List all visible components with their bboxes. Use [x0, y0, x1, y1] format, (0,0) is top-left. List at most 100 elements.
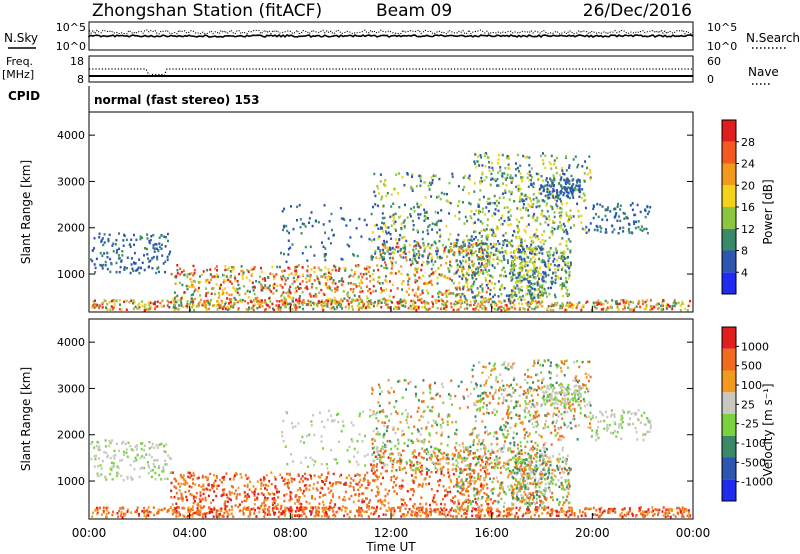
range-cell: [428, 252, 431, 256]
range-cell: [480, 269, 483, 272]
range-cell: [668, 511, 671, 515]
range-cell: [328, 220, 331, 223]
range-cell: [437, 267, 440, 270]
range-cell: [121, 250, 124, 253]
range-cell: [491, 281, 494, 285]
range-cell: [403, 466, 406, 470]
range-cell: [478, 490, 481, 494]
range-cell: [571, 186, 574, 189]
range-cell: [330, 276, 333, 280]
range-cell: [395, 245, 398, 249]
range-cell: [324, 272, 327, 276]
range-cell: [430, 176, 433, 179]
range-cell: [305, 483, 308, 487]
range-cell: [424, 306, 426, 309]
range-cell: [368, 266, 371, 269]
range-cell: [327, 472, 330, 475]
range-cell: [181, 499, 184, 503]
range-cell: [400, 515, 403, 518]
range-cell: [510, 289, 513, 292]
range-cell: [561, 237, 564, 240]
range-cell: [485, 176, 488, 179]
range-cell: [176, 272, 179, 275]
range-cell: [575, 184, 578, 187]
range-cell: [154, 307, 157, 311]
range-cell: [352, 287, 355, 291]
range-cell: [455, 510, 457, 513]
range-cell: [126, 266, 128, 270]
range-cell: [624, 306, 626, 310]
range-cell: [368, 300, 370, 303]
range-cell: [397, 452, 400, 455]
range-cell: [479, 189, 482, 192]
range-cell: [378, 276, 381, 279]
range-cell: [428, 188, 431, 191]
range-cell: [532, 299, 535, 303]
range-cell: [169, 250, 172, 253]
range-cell: [390, 193, 393, 196]
range-cell: [563, 173, 566, 176]
range-cell: [287, 294, 290, 297]
range-cell: [221, 288, 224, 292]
range-cell: [294, 267, 297, 270]
range-cell: [424, 181, 427, 184]
range-cell: [583, 228, 586, 231]
range-cell: [512, 301, 514, 304]
range-cell: [427, 308, 429, 311]
range-cell: [477, 209, 480, 212]
range-cell: [500, 309, 503, 312]
range-cell: [506, 515, 509, 518]
range-cell: [263, 498, 266, 502]
range-cell: [440, 467, 443, 471]
range-cell: [530, 248, 533, 252]
range-cell: [450, 246, 452, 249]
range-cell: [473, 299, 476, 303]
range-cell: [358, 295, 361, 298]
range-cell: [461, 269, 463, 273]
range-cell: [467, 268, 470, 271]
range-cell: [434, 500, 437, 504]
range-cell: [358, 513, 361, 517]
range-cell: [400, 272, 403, 276]
range-cell: [501, 153, 504, 157]
range-cell: [628, 308, 631, 311]
range-cell: [281, 512, 284, 516]
range-cell: [154, 300, 157, 304]
range-cell: [531, 203, 533, 207]
range-cell: [550, 154, 553, 158]
range-cell: [191, 515, 194, 518]
range-cell: [597, 515, 600, 519]
range-cell: [275, 304, 278, 307]
range-cell: [568, 274, 571, 277]
range-cell: [625, 301, 627, 304]
range-cell: [361, 500, 364, 504]
range-cell: [600, 308, 603, 311]
range-cell: [93, 237, 96, 240]
range-cell: [598, 510, 601, 514]
range-cell: [408, 293, 410, 296]
range-cell: [287, 478, 290, 482]
range-cell: [202, 492, 205, 496]
range-cell: [192, 495, 195, 498]
range-cell: [548, 196, 551, 200]
range-cell: [536, 282, 539, 286]
range-cell: [480, 262, 483, 265]
range-cell: [201, 506, 204, 509]
range-cell: [501, 214, 504, 217]
range-cell: [569, 240, 572, 243]
range-cell: [313, 270, 316, 274]
range-cell: [502, 240, 505, 243]
range-cell: [381, 289, 383, 292]
range-cell: [522, 206, 525, 209]
range-cell: [488, 169, 491, 172]
range-cell: [415, 512, 418, 515]
range-cell: [451, 172, 454, 176]
range-cell: [153, 250, 156, 253]
range-cell: [443, 307, 446, 310]
range-cell: [503, 299, 506, 303]
range-cell: [118, 308, 121, 311]
range-cell: [427, 292, 430, 295]
range-cell: [337, 507, 340, 510]
range-cell: [548, 292, 551, 296]
range-cell: [666, 508, 669, 511]
